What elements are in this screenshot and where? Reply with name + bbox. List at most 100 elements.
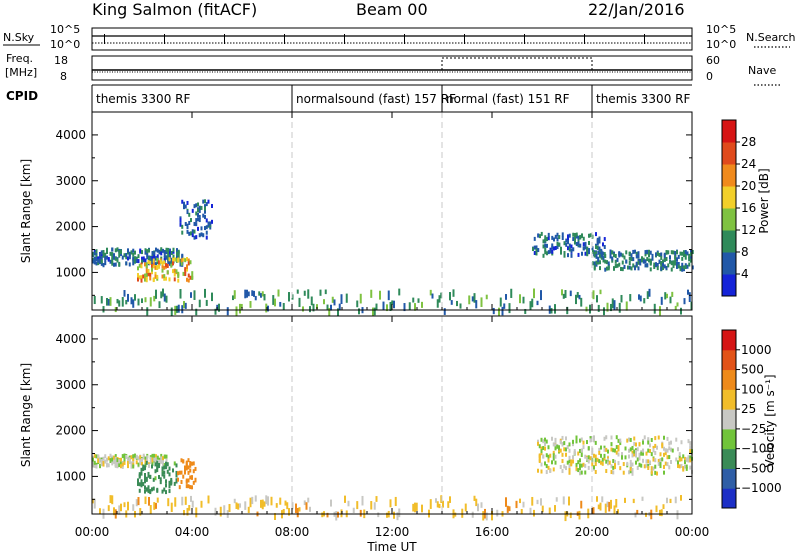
echo-cell [627, 265, 629, 270]
echo-cell [536, 499, 539, 505]
echo-cell [116, 258, 119, 263]
echo-cell [393, 300, 395, 309]
echo-cell [204, 288, 206, 298]
echo-cell [628, 454, 630, 459]
echo-cell [554, 437, 557, 442]
echo-cell [603, 307, 605, 316]
echo-cell [677, 264, 680, 269]
velocity-yaxis: 4000 3000 2000 1000 [55, 332, 692, 500]
echo-cell [163, 253, 166, 258]
freq-tick-bottom: 8 [60, 70, 67, 83]
echo-cell [637, 258, 640, 263]
echo-cell [554, 442, 557, 447]
echo-cell [660, 263, 663, 268]
echo-cell [127, 256, 129, 261]
freq-label-2: [MHz] [5, 66, 37, 79]
echo-cell [180, 261, 183, 266]
echo-cell [155, 454, 157, 459]
echo-cell [628, 437, 630, 442]
echo-cell [286, 502, 289, 510]
velocity-ylabel: Slant Range [km] [19, 363, 33, 467]
echo-cell [158, 459, 161, 464]
echo-cell [102, 460, 105, 465]
echo-cell [139, 461, 142, 466]
echo-cell [563, 447, 566, 452]
echo-cell [645, 451, 648, 456]
echo-cell [132, 457, 135, 462]
echo-cell [646, 263, 649, 268]
echo-cell [137, 259, 140, 264]
echo-cell [615, 450, 618, 455]
echo-cell [233, 498, 236, 504]
echo-cell [563, 464, 566, 469]
echo-cell [146, 255, 149, 260]
echo-cell [123, 290, 126, 297]
echo-cell [253, 290, 255, 297]
echo-cell [594, 440, 597, 445]
echo-cell [440, 292, 443, 299]
echo-cell [191, 500, 194, 508]
echo-cell [168, 277, 171, 282]
echo-cell [99, 256, 101, 261]
freq-strip: Freq. [MHz] 18 8 60 0 Nave [5, 52, 780, 86]
echo-cell [187, 465, 190, 470]
echo-cell [579, 458, 581, 463]
echo-cell [95, 254, 98, 259]
time-tick-label: 20:00 [575, 525, 610, 539]
echo-cell [551, 436, 553, 441]
echo-cell [533, 245, 536, 250]
echo-cell [617, 438, 620, 443]
echo-cell [172, 254, 175, 259]
echo-cell [544, 250, 547, 255]
echo-cell [684, 265, 687, 270]
echo-cell [93, 251, 96, 256]
colorbar-tick-label: 4 [741, 267, 749, 281]
nsky-tick-bottom: 10^0 [50, 38, 80, 51]
echo-cell [149, 258, 152, 263]
echo-cell [113, 255, 115, 260]
echo-cell [577, 235, 580, 240]
echo-cell [309, 306, 311, 313]
echo-cell [689, 449, 692, 454]
echo-cell [429, 289, 432, 296]
echo-cell [576, 292, 579, 298]
echo-cell [218, 303, 220, 312]
colorbar-tick-label: 25 [741, 402, 756, 416]
echo-cell [137, 298, 140, 306]
echo-cell [158, 475, 160, 480]
echo-cell [182, 271, 185, 276]
echo-cell [605, 468, 608, 473]
echo-cell [561, 452, 564, 457]
echo-cell [691, 265, 694, 270]
echo-cell [619, 438, 622, 443]
echo-cell [672, 250, 675, 255]
echo-cell [617, 447, 620, 452]
echo-cell [614, 463, 616, 468]
echo-cell [179, 262, 182, 267]
echo-cell [610, 303, 612, 312]
echo-cell [165, 458, 168, 463]
echo-cell [144, 297, 147, 303]
echo-cell [599, 266, 601, 271]
echo-cell [624, 497, 626, 503]
echo-cell [170, 480, 173, 485]
echo-cell [482, 511, 485, 521]
colorbar-swatch [722, 448, 736, 469]
echo-cell [669, 498, 672, 504]
echo-cell [107, 298, 110, 306]
echo-cell [688, 262, 691, 267]
colorbar-swatch [722, 186, 736, 209]
echo-cell [175, 473, 178, 478]
echo-cell [662, 265, 664, 270]
echo-cell [163, 265, 166, 270]
echo-cell [191, 485, 193, 490]
echo-cell [398, 288, 401, 296]
echo-cell [629, 467, 632, 472]
echo-cell [690, 258, 692, 263]
echo-cell [670, 267, 673, 272]
echo-cell [485, 294, 488, 300]
echo-cell [616, 257, 619, 262]
echo-cell [132, 454, 135, 459]
echo-cell [146, 252, 149, 257]
echo-cell [137, 481, 139, 486]
